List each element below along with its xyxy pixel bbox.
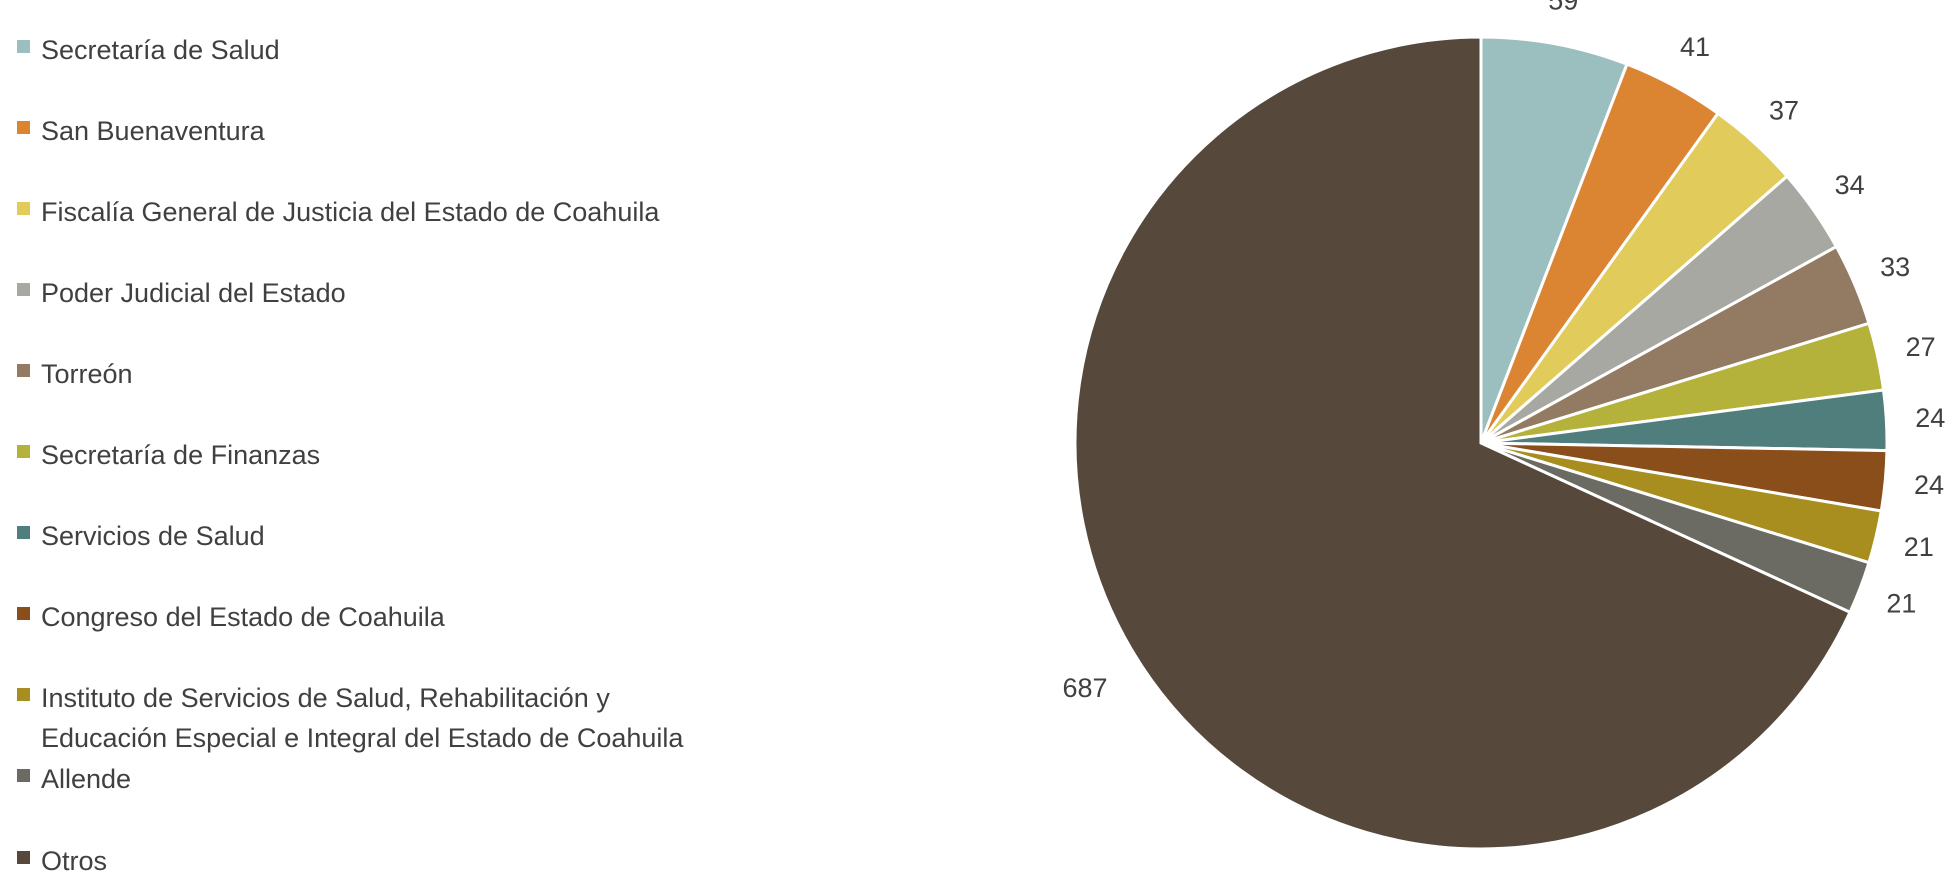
data-label: 27 (1906, 332, 1936, 362)
data-label: 21 (1886, 589, 1916, 619)
legend-swatch (17, 607, 30, 620)
data-label: 24 (1915, 403, 1945, 433)
legend-label: Servicios de Salud (41, 521, 265, 551)
pie-slice (1073, 35, 1853, 851)
legend-item: Instituto de Servicios de Salud, Rehabil… (17, 678, 683, 758)
legend-label: Torreón (41, 359, 133, 389)
legend-item: Fiscalía General de Justicia del Estado … (17, 192, 659, 232)
data-label: 37 (1769, 95, 1799, 125)
legend-label: Secretaría de Salud (41, 35, 280, 65)
data-label: 687 (1062, 673, 1107, 703)
legend-item: Torreón (17, 354, 133, 394)
legend-label: Otros (41, 846, 108, 876)
legend-swatch (17, 202, 30, 215)
legend-label: Allende (41, 764, 132, 794)
pie-slice (1479, 35, 1629, 444)
data-label: 41 (1680, 32, 1710, 62)
legend-item: Otros (17, 841, 107, 881)
data-labels: 59 41 37 34 33 27 24 24 21 21 687 (1062, 0, 1945, 703)
data-label: 34 (1835, 170, 1865, 200)
legend-swatch (17, 851, 30, 864)
data-label: 21 (1904, 532, 1934, 562)
legend-swatch (17, 121, 30, 134)
legend-item: Secretaría de Salud (17, 30, 280, 70)
legend-label: San Buenaventura (41, 116, 265, 146)
legend-label: Fiscalía General de Justicia del Estado … (41, 197, 660, 227)
legend-swatch (17, 688, 30, 701)
pie-slices (1073, 35, 1889, 851)
legend-label: Poder Judicial del Estado (41, 278, 346, 308)
legend-swatch (17, 445, 30, 458)
legend-item: Servicios de Salud (17, 516, 265, 556)
legend-label: Secretaría de Finanzas (41, 440, 321, 470)
legend-swatch (17, 40, 30, 53)
legend-item: Secretaría de Finanzas (17, 435, 320, 475)
legend-item: Allende (17, 759, 131, 799)
data-label: 59 (1548, 0, 1578, 16)
legend-swatch (17, 526, 30, 539)
legend-label: Instituto de Servicios de Salud, Rehabil… (41, 683, 684, 753)
data-label: 24 (1914, 470, 1944, 500)
legend-item: San Buenaventura (17, 111, 265, 151)
legend-swatch (17, 283, 30, 296)
legend-item: Poder Judicial del Estado (17, 273, 346, 313)
legend-swatch (17, 364, 30, 377)
legend-label: Congreso del Estado de Coahuila (41, 602, 445, 632)
legend-item: Congreso del Estado de Coahuila (17, 597, 445, 637)
data-label: 33 (1880, 252, 1910, 282)
legend-swatch (17, 769, 30, 782)
